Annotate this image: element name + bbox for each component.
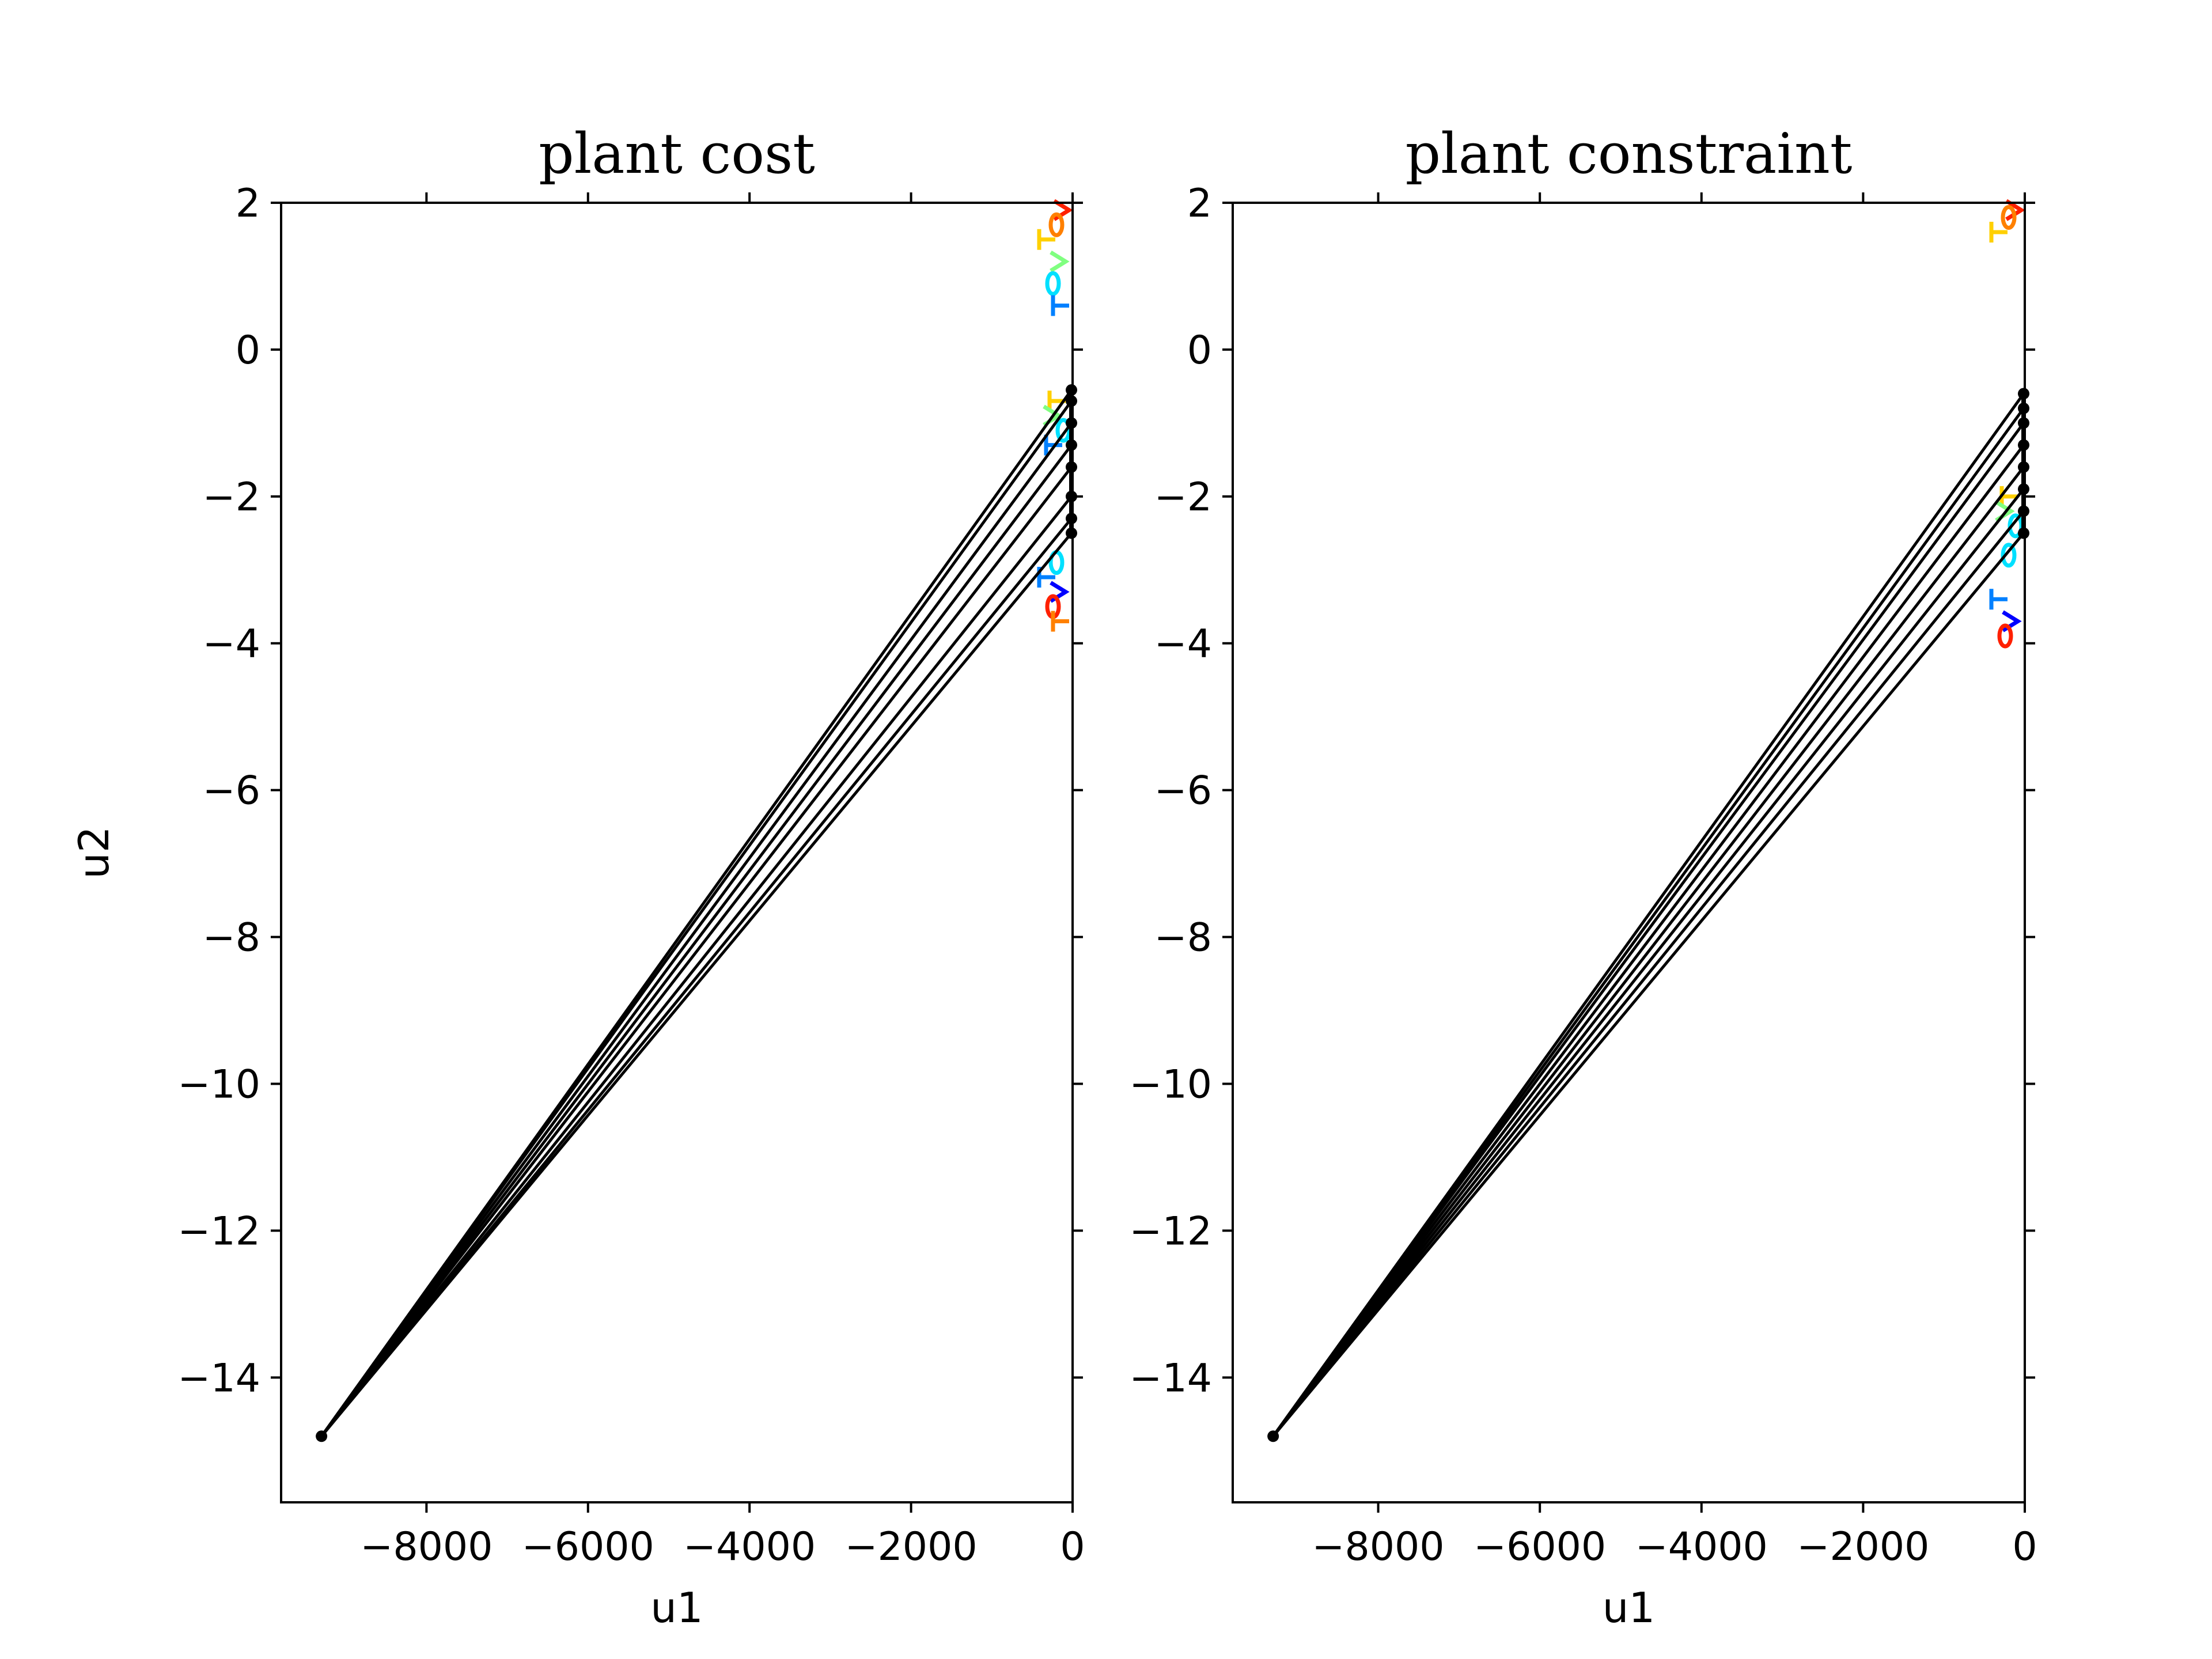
series-line bbox=[1272, 444, 2025, 1437]
lower-cluster-marker bbox=[1989, 589, 2008, 610]
axes-frame bbox=[280, 202, 1074, 1503]
series-line bbox=[1272, 422, 2025, 1437]
x-tick-label: 0 bbox=[1060, 1524, 1085, 1570]
y-tick-label: 2 bbox=[236, 181, 260, 226]
x-axis-label: u1 bbox=[650, 1584, 703, 1632]
upper-cluster-marker bbox=[1050, 250, 1070, 272]
subplot-1: −8000 −6000 −4000 −2000 0 2 0 −2 −4 −6 −8 −10 −12 −14… bbox=[70, 122, 1085, 1632]
y-tick-label: −12 bbox=[1129, 1209, 1212, 1254]
x-tick-label: 0 bbox=[2012, 1524, 2037, 1570]
upper-cluster-marker bbox=[1989, 221, 2008, 243]
x-tick-label: −6000 bbox=[1474, 1524, 1606, 1570]
series-line bbox=[1272, 488, 2025, 1437]
upper-cluster-marker bbox=[1048, 212, 1065, 237]
x-tick-label: −2000 bbox=[845, 1524, 978, 1570]
x-tick-label: −4000 bbox=[683, 1524, 816, 1570]
y-tick-label: −4 bbox=[1154, 622, 1212, 667]
lower-cluster-marker bbox=[1997, 623, 2013, 649]
y-tick-label: −14 bbox=[177, 1355, 260, 1401]
upper-cluster-marker bbox=[2001, 204, 2017, 230]
y-tick-label: −10 bbox=[177, 1062, 260, 1107]
series-line bbox=[1272, 392, 2025, 1437]
series-line bbox=[1272, 466, 2025, 1437]
series-line bbox=[1272, 532, 2025, 1437]
y-tick-label: −14 bbox=[1129, 1355, 1212, 1401]
x-tick-label: −8000 bbox=[1312, 1524, 1445, 1570]
y-tick-label: −8 bbox=[203, 915, 260, 961]
series-line bbox=[1272, 510, 2025, 1437]
y-tick-label: −6 bbox=[203, 768, 260, 814]
y-tick-label: −6 bbox=[1154, 768, 1212, 814]
y-tick-label: −2 bbox=[1154, 475, 1212, 520]
y-tick-label: −4 bbox=[203, 622, 260, 667]
series-line bbox=[320, 422, 1073, 1437]
series-line bbox=[320, 495, 1073, 1437]
y-tick-label: 0 bbox=[1187, 328, 1212, 373]
series-line bbox=[320, 532, 1073, 1437]
upper-cluster-marker bbox=[2005, 199, 2025, 221]
lower-cluster-marker bbox=[1051, 611, 1069, 632]
y-axis-label: u2 bbox=[70, 826, 118, 878]
chart-title: plant cost bbox=[539, 122, 815, 186]
x-tick-label: −4000 bbox=[1635, 1524, 1768, 1570]
series-line bbox=[320, 389, 1073, 1437]
upper-cluster-marker bbox=[1051, 295, 1069, 316]
series-line bbox=[320, 466, 1073, 1437]
y-tick-label: −2 bbox=[203, 475, 260, 520]
data-point bbox=[1267, 1430, 1279, 1442]
x-axis-label: u1 bbox=[1603, 1584, 1655, 1632]
upper-cluster-marker bbox=[1045, 271, 1061, 296]
y-tick-label: −12 bbox=[177, 1209, 260, 1254]
axes-frame bbox=[1232, 202, 2026, 1503]
upper-cluster-marker bbox=[1037, 229, 1055, 250]
y-tick-label: −8 bbox=[1154, 915, 1212, 961]
y-tick-label: 2 bbox=[1187, 181, 1212, 226]
x-tick-label: −6000 bbox=[522, 1524, 654, 1570]
data-point bbox=[316, 1430, 328, 1442]
series-line bbox=[320, 444, 1073, 1437]
x-tick-label: −2000 bbox=[1797, 1524, 1929, 1570]
y-tick-label: 0 bbox=[236, 328, 260, 373]
chart-title: plant constraint bbox=[1406, 122, 1853, 186]
y-tick-label: −10 bbox=[1129, 1062, 1212, 1107]
series-line bbox=[320, 517, 1073, 1437]
lower-cluster-marker bbox=[2001, 543, 2017, 568]
subplot-2: −8000 −6000 −4000 −2000 0 2 0 −2 −4 −6 −8 −10 −12 −14… bbox=[1129, 122, 2037, 1632]
x-tick-label: −8000 bbox=[360, 1524, 493, 1570]
